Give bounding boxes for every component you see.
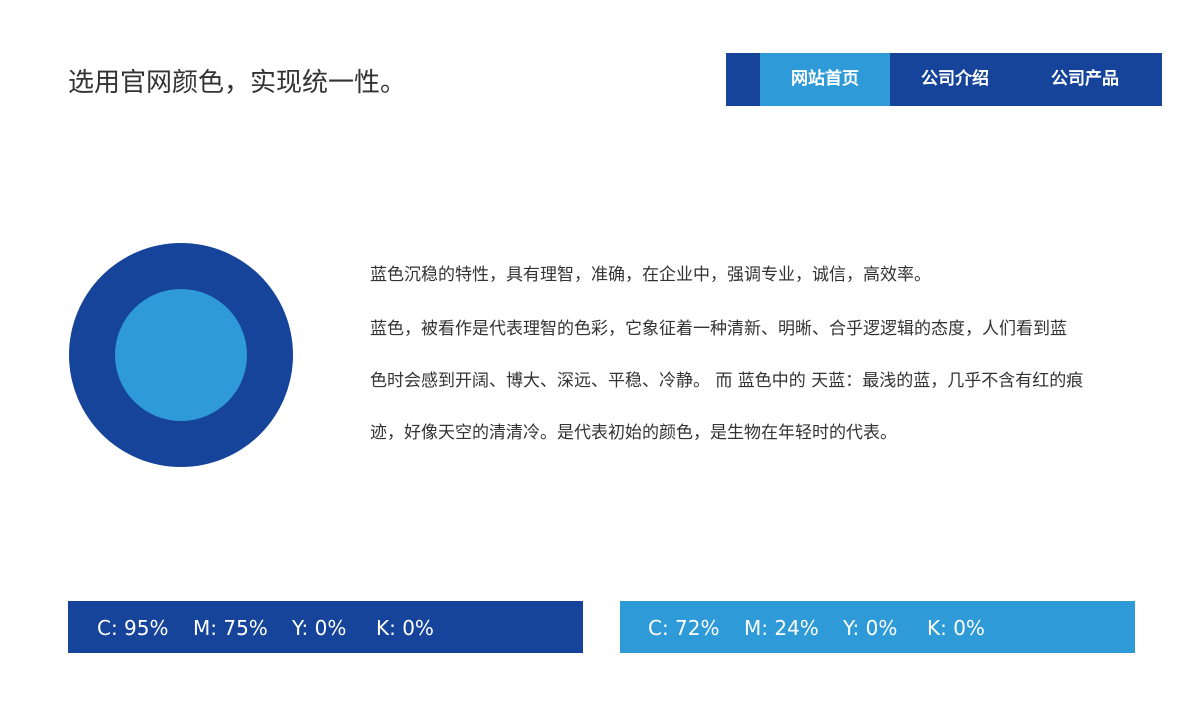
nav-item[interactable]: 公司介绍 [921, 69, 989, 89]
swatch-dark: C: 95% M: 75% Y: 0% K: 0% [68, 601, 583, 653]
nav-item[interactable]: 网站首页 [760, 53, 890, 106]
text-line: 蓝色，被看作是代表理智的色彩，它象征着一种清新、明晰、合乎逻逻辑的态度，人们看到… [370, 319, 1067, 339]
text-line: 色时会感到开阔、博大、深远、平稳、冷静。 而 蓝色中的 天蓝：最浅的蓝，几乎不含… [370, 371, 1084, 391]
nav-item[interactable]: 公司产品 [1051, 69, 1119, 89]
cmyk-value: M: 24% [744, 616, 819, 640]
title: 选用官网颜色，实现统一性。 [68, 68, 407, 98]
cmyk-value: C: 72% [648, 616, 720, 640]
swatch-light: C: 72% M: 24% Y: 0% K: 0% [620, 601, 1135, 653]
cmyk-value: K: 0% [376, 616, 434, 640]
nav-bar: 网站首页 公司介绍 公司产品 [726, 53, 1162, 106]
inner-circle [115, 289, 247, 421]
text-line: 蓝色沉稳的特性，具有理智，准确，在企业中，强调专业，诚信，高效率。 [370, 265, 931, 285]
cmyk-value: K: 0% [927, 616, 985, 640]
text-line: 迹，好像天空的清清冷。是代表初始的颜色，是生物在年轻时的代表。 [370, 423, 897, 443]
cmyk-value: M: 75% [193, 616, 268, 640]
color-circle [69, 243, 293, 467]
cmyk-value: C: 95% [97, 616, 169, 640]
cmyk-value: Y: 0% [843, 616, 898, 640]
cmyk-value: Y: 0% [292, 616, 347, 640]
